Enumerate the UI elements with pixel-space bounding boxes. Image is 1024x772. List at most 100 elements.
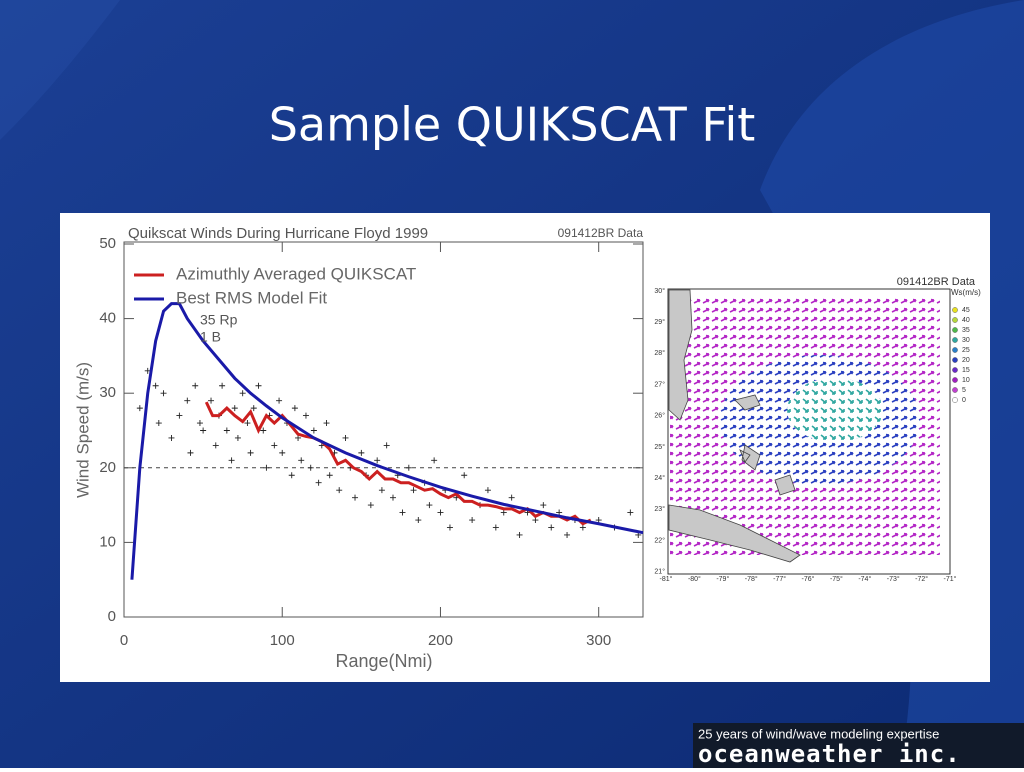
scatter-point [184, 397, 191, 404]
scatter-point [279, 449, 286, 456]
legend-dot [952, 357, 958, 363]
scatter-point [323, 420, 330, 427]
legend-label: Azimuthly Averaged QUIKSCAT [176, 264, 416, 283]
scatter-point [383, 442, 390, 449]
lon-label: -80° [688, 575, 701, 583]
scatter-point [405, 464, 412, 471]
scatter-point [260, 427, 267, 434]
y-tick-label: 40 [99, 310, 116, 327]
x-tick-label: 100 [270, 632, 295, 649]
y-tick-label: 20 [99, 459, 116, 476]
scatter-point [234, 434, 241, 441]
scatter-point [307, 464, 314, 471]
scatter-point [389, 494, 396, 501]
lon-label: -78° [745, 575, 758, 583]
x-tick-label: 200 [428, 632, 453, 649]
lat-label: 21° [654, 568, 665, 576]
legend-dot [952, 387, 958, 393]
lon-label: -71° [944, 575, 957, 583]
legend-label: 0 [962, 397, 966, 404]
legend-dot [952, 307, 958, 313]
lon-label: -77° [773, 575, 786, 583]
scatter-point [255, 382, 262, 389]
legend-label: 30 [962, 337, 970, 344]
plot-frame [123, 241, 644, 618]
scatter-point [223, 427, 230, 434]
legend-dot [952, 367, 958, 373]
scatter-point [548, 524, 555, 531]
scatter-point [500, 509, 507, 516]
scatter-point [295, 434, 302, 441]
scatter-point [160, 390, 167, 397]
scatter-point [446, 524, 453, 531]
scatter-point [342, 434, 349, 441]
map: 091412BR Data Ws(m/s) 45 40 35 30 25 20 15 10 5 0… [654, 276, 981, 583]
lat-label: 26° [654, 412, 665, 420]
map-legend: 45 40 35 30 25 20 15 10 5 0 [952, 307, 970, 404]
scatter-point [352, 494, 359, 501]
scatter-point [288, 472, 295, 479]
lon-label: -75° [830, 575, 843, 583]
lat-label: 27° [654, 380, 665, 388]
lat-label: 30° [654, 287, 665, 295]
y-tick-label: 0 [108, 608, 116, 625]
legend-label: 15 [962, 367, 970, 374]
y-axis-label: Wind Speed (m/s) [73, 362, 92, 498]
scatter-point [461, 472, 468, 479]
scatter-point [492, 524, 499, 531]
legend-label: Best RMS Model Fit [176, 288, 327, 307]
scatter-point [627, 509, 634, 516]
annotation: 35 Rp [200, 312, 238, 328]
legend-dot [952, 337, 958, 343]
lat-label: 24° [654, 474, 665, 482]
scatter-point [426, 502, 433, 509]
chart-title: Quikscat Winds During Hurricane Floyd 19… [128, 225, 428, 242]
lon-label: -73° [887, 575, 900, 583]
scatter-point [326, 472, 333, 479]
scatter-point [431, 457, 438, 464]
scatter-point [176, 412, 183, 419]
series-line [130, 302, 644, 580]
footer-box [693, 723, 1024, 768]
scatter-point [437, 509, 444, 516]
chart-subtitle: 091412BR Data [558, 226, 644, 240]
scatter-point [136, 405, 143, 412]
scatter-point [168, 434, 175, 441]
scatter-point [192, 382, 199, 389]
scatter-point [155, 420, 162, 427]
scatter-point [579, 524, 586, 531]
scatter-point [247, 449, 254, 456]
lon-label: -79° [716, 575, 729, 583]
slide-title: Sample QUIKSCAT Fit [269, 98, 756, 152]
scatter-point [239, 390, 246, 397]
lon-label: -76° [802, 575, 815, 583]
legend-dot [952, 327, 958, 333]
scatter-point [263, 464, 270, 471]
scatter-point [378, 487, 385, 494]
footer-tagline: 25 years of wind/wave modeling expertise [698, 726, 939, 741]
scatter-point [367, 502, 374, 509]
lat-label: 23° [654, 505, 665, 513]
scatter-point [469, 517, 476, 524]
x-tick-label: 300 [586, 632, 611, 649]
scatter-point [291, 405, 298, 412]
scatter-point [152, 382, 159, 389]
scatter-point [200, 427, 207, 434]
legend-label: 20 [962, 357, 970, 364]
y-tick-label: 10 [99, 533, 116, 550]
legend-label: 25 [962, 347, 970, 354]
scatter-point [532, 517, 539, 524]
map-axes: -81° -80° -79° -78° -77° -76° -75° -74° -73° -72°… [654, 287, 956, 583]
lat-label: 28° [654, 349, 665, 357]
scatter-point [410, 487, 417, 494]
scatter-point [564, 531, 571, 538]
scatter-point [187, 449, 194, 456]
land-florida [668, 289, 693, 421]
lat-label: 29° [654, 318, 665, 326]
scatter-point [231, 405, 238, 412]
scatter-point [271, 442, 278, 449]
legend-label: 10 [962, 377, 970, 384]
scatter-point [484, 487, 491, 494]
scatter-point [415, 517, 422, 524]
map-title: 091412BR Data [897, 276, 976, 288]
